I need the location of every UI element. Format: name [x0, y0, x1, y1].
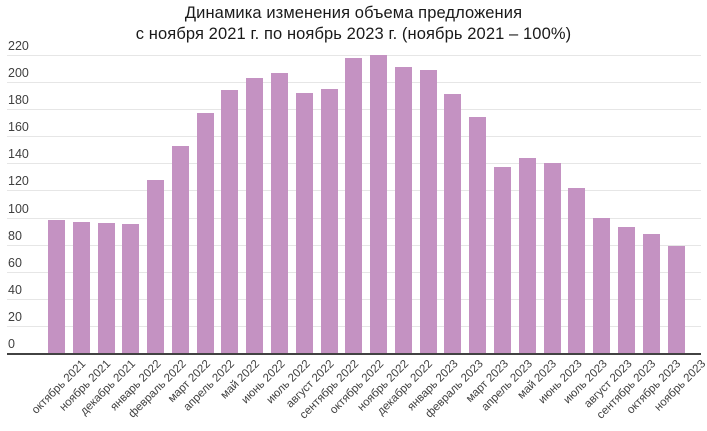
bar-1	[73, 222, 90, 353]
bar-12	[345, 58, 362, 353]
y-tick-label-40: 40	[8, 283, 22, 297]
bar-14	[395, 67, 412, 353]
y-tick-label-80: 80	[8, 229, 22, 243]
bar-21	[568, 188, 585, 353]
chart-title: Динамика изменения объема предложения с …	[0, 3, 707, 45]
bar-23	[618, 227, 635, 353]
bar-20	[544, 163, 561, 353]
bar-3	[122, 224, 139, 353]
bar-18	[494, 167, 511, 353]
bar-10	[296, 93, 313, 353]
bar-17	[469, 117, 486, 353]
y-tick-label-0: 0	[8, 337, 15, 351]
y-tick-label-100: 100	[8, 202, 29, 216]
y-tick-label-140: 140	[8, 147, 29, 161]
gridline-220	[7, 55, 701, 56]
bar-6	[197, 113, 214, 353]
bar-11	[321, 89, 338, 353]
x-axis-line	[7, 353, 701, 355]
bar-7	[221, 90, 238, 353]
y-tick-label-180: 180	[8, 93, 29, 107]
y-tick-label-60: 60	[8, 256, 22, 270]
bar-0	[48, 220, 65, 353]
y-tick-label-120: 120	[8, 174, 29, 188]
chart-title-line2: с ноября 2021 г. по ноябрь 2023 г. (нояб…	[135, 25, 572, 43]
y-tick-label-20: 20	[8, 310, 22, 324]
chart-title-line1: Динамика изменения объема предложения	[184, 4, 523, 22]
y-tick-label-160: 160	[8, 120, 29, 134]
bar-16	[444, 94, 461, 353]
bar-9	[271, 73, 288, 353]
y-tick-label-200: 200	[8, 66, 29, 80]
bar-13	[370, 55, 387, 353]
bar-22	[593, 218, 610, 353]
bar-5	[172, 146, 189, 353]
bar-24	[643, 234, 660, 353]
bar-4	[147, 180, 164, 353]
y-tick-label-220: 220	[8, 39, 29, 53]
bar-25	[668, 246, 685, 353]
bar-8	[246, 78, 263, 353]
bar-19	[519, 158, 536, 353]
bar-15	[420, 70, 437, 353]
bar-2	[98, 223, 115, 353]
